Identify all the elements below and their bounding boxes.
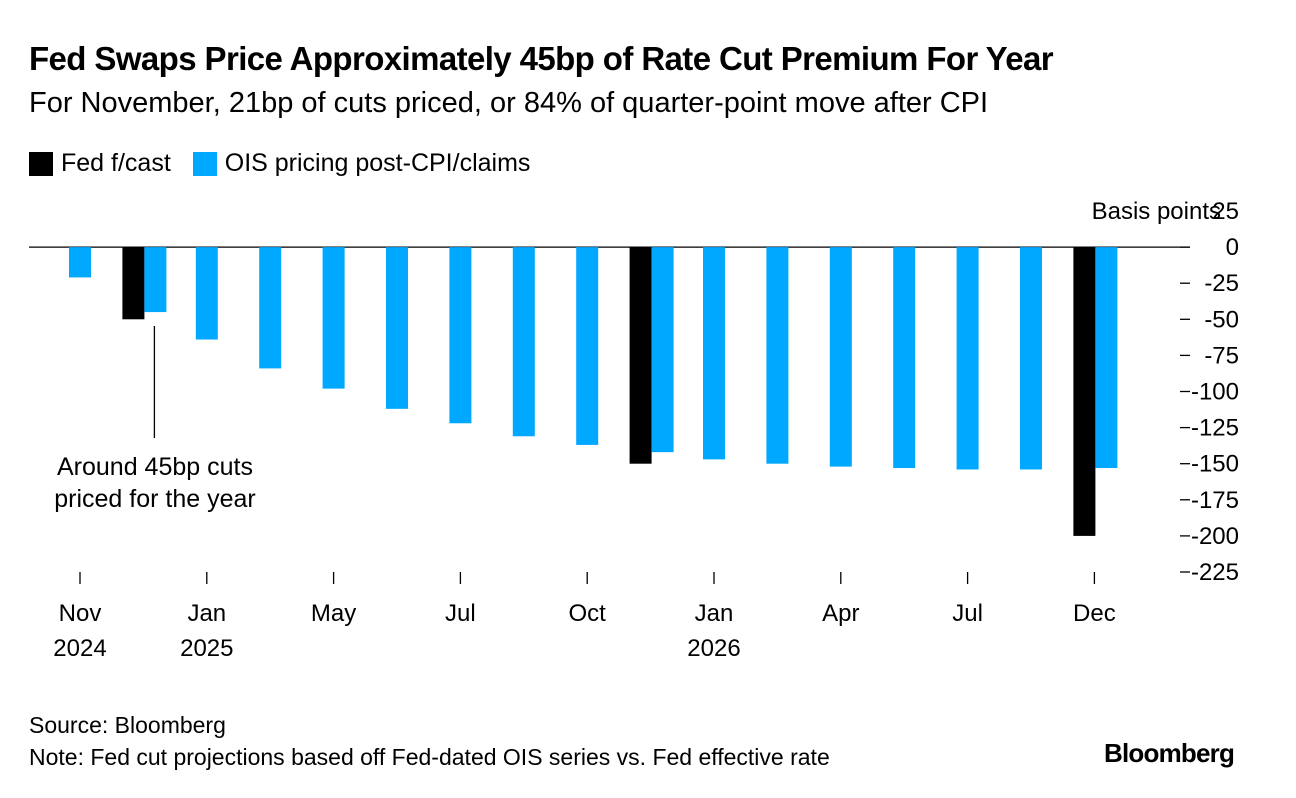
bar-ois-pricing [893, 247, 916, 469]
bar-fed-forecast [629, 247, 652, 464]
x-tick-label: Dec [1073, 600, 1116, 627]
y-tick-label: -200 [1191, 523, 1239, 550]
bar-ois-pricing [512, 247, 535, 437]
legend-item-ois-pricing: OIS pricing post-CPI/claims [192, 149, 531, 178]
y-tick-label: -225 [1191, 559, 1239, 586]
bar-ois-pricing [829, 247, 852, 467]
bar-ois-pricing [766, 247, 789, 464]
y-tick-label: 0 [1226, 234, 1239, 261]
y-axis-label: Basis points [1092, 198, 1221, 225]
source-note: Source: Bloomberg [29, 712, 226, 738]
y-tick-label: -25 [1204, 270, 1239, 297]
x-tick-label: Nov [59, 600, 102, 627]
x-tick-label: Jul [952, 600, 983, 627]
bar-ois-pricing [144, 247, 167, 313]
bar-ois-pricing [651, 247, 674, 453]
bar-ois-pricing [1095, 247, 1118, 469]
legend-item-fed-forecast: Fed f/cast [29, 149, 171, 178]
x-tick-label: Apr [822, 600, 859, 627]
bar-ois-pricing [576, 247, 599, 445]
y-tick-label: -100 [1191, 379, 1239, 406]
bar-fed-forecast [1073, 247, 1096, 536]
y-tick-label: -50 [1204, 306, 1239, 333]
annotation-text: Around 45bp cuts [57, 453, 253, 481]
chart-subtitle: For November, 21bp of cuts priced, or 84… [29, 87, 989, 119]
legend: Fed f/cast OIS pricing post-CPI/claims [29, 149, 552, 178]
bar-ois-pricing [449, 247, 472, 424]
bar-fed-forecast [122, 247, 145, 320]
x-tick-label: Oct [569, 600, 607, 627]
bar-ois-pricing [322, 247, 345, 389]
x-tick-label: May [311, 600, 356, 627]
x-tick-label: Jul [445, 600, 476, 627]
y-tick-label: -125 [1191, 415, 1239, 442]
y-tick-label: -150 [1191, 451, 1239, 478]
y-tick-label: -175 [1191, 487, 1239, 514]
chart-plot-area: 25 0 -25 -50 -75 -100 -125 -150 -175 -200 -225 Basi… [29, 198, 1239, 662]
y-tick-label: 25 [1212, 198, 1239, 225]
chart-title: Fed Swaps Price Approximately 45bp of Ra… [29, 40, 1054, 77]
bar-ois-pricing [703, 247, 725, 460]
bar-ois-pricing [259, 247, 282, 369]
bloomberg-logo: Bloomberg [1104, 738, 1235, 768]
bar-ois-pricing [1020, 247, 1042, 470]
bar-ois-pricing [956, 247, 979, 470]
legend-swatch-fed-forecast [29, 151, 53, 176]
x-tick-label: Jan [695, 600, 734, 627]
footnote: Note: Fed cut projections based off Fed-… [29, 744, 830, 770]
legend-label-fed-forecast: Fed f/cast [61, 149, 171, 177]
legend-swatch-ois-pricing [192, 151, 217, 176]
x-tick-label-year: 2025 [180, 635, 233, 662]
x-tick-label: Jan [187, 600, 226, 627]
x-tick-label-year: 2026 [687, 635, 740, 662]
bar-ois-pricing [69, 247, 91, 278]
x-tick-label-year: 2024 [53, 635, 106, 662]
bar-ois-pricing [386, 247, 408, 409]
bar-ois-pricing [195, 247, 218, 340]
legend-label-ois-pricing: OIS pricing post-CPI/claims [224, 149, 531, 177]
annotation-text: priced for the year [54, 485, 256, 513]
y-tick-label: -75 [1204, 342, 1239, 369]
